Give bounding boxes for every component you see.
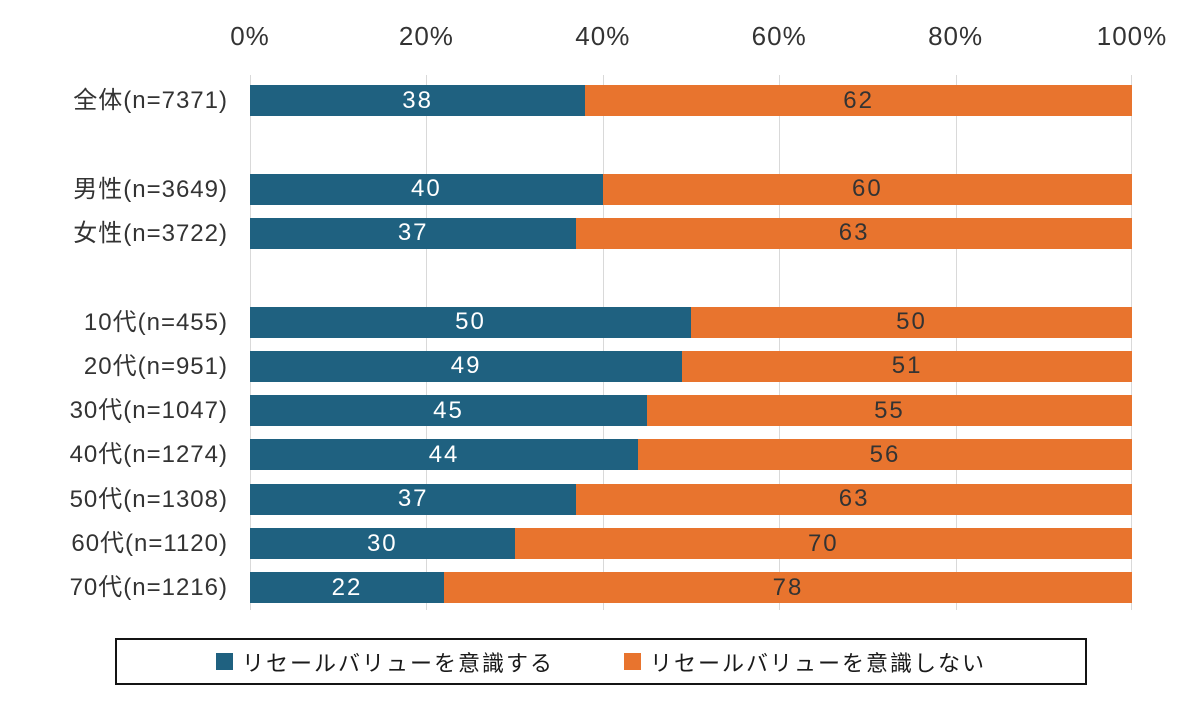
x-axis: 0% 20% 40% 60% 80% 100% xyxy=(230,16,1166,52)
legend-swatch-not-aware xyxy=(624,653,641,670)
value-label: 49 xyxy=(450,352,482,380)
bar-segment-not-aware: 63 xyxy=(576,217,1132,249)
bar-row: 49 51 xyxy=(250,350,1132,382)
bar-segment-aware: 50 xyxy=(250,306,691,338)
bar-segment-aware: 40 xyxy=(250,173,603,205)
bar-row: 44 56 xyxy=(250,439,1132,471)
category-label: 男性(n=3649) xyxy=(73,175,228,203)
value-label: 78 xyxy=(772,573,804,601)
category-label: 20代(n=951) xyxy=(83,352,228,380)
value-label: 55 xyxy=(874,396,905,424)
gridline xyxy=(955,75,957,610)
legend-label-aware: リセールバリューを意識する xyxy=(241,650,554,676)
value-label: 45 xyxy=(433,396,464,424)
value-label: 22 xyxy=(331,573,363,601)
x-axis-tick: 60% xyxy=(751,21,807,51)
x-axis-tick: 20% xyxy=(398,21,454,51)
category-label: 女性(n=3722) xyxy=(73,219,228,247)
bar-segment-not-aware: 63 xyxy=(576,483,1132,515)
bar-segment-not-aware: 56 xyxy=(638,439,1132,471)
bar-segment-aware: 30 xyxy=(250,528,515,559)
category-label: 60代(n=1120) xyxy=(71,530,228,557)
x-axis-tick: 0% xyxy=(230,21,270,51)
category-label: 10代(n=455) xyxy=(83,308,228,336)
value-label: 63 xyxy=(838,219,870,247)
plot-area: 38 62 40 60 37 63 50 50 49 51 45 55 44 56 37 63 30 70 22 78 xyxy=(250,75,1132,610)
x-axis-tick: 100% xyxy=(1096,21,1168,51)
bar-segment-aware: 37 xyxy=(250,217,577,249)
bar-row: 37 63 xyxy=(250,483,1132,515)
value-label: 50 xyxy=(455,308,486,335)
bar-row: 50 50 xyxy=(250,306,1132,338)
bar-segment-not-aware: 50 xyxy=(691,306,1132,338)
legend: リセールバリューを意識する リセールバリューを意識しない xyxy=(115,638,1087,685)
legend-item-not-aware: リセールバリューを意識しない xyxy=(624,646,986,678)
bar-segment-not-aware: 55 xyxy=(646,395,1132,427)
bar-segment-aware: 44 xyxy=(250,439,639,471)
category-labels: 全体(n=7371) 男性(n=3649) 女性(n=3722) 10代(n=455)… xyxy=(0,75,228,610)
value-label: 63 xyxy=(838,485,870,513)
gridline xyxy=(426,75,428,610)
value-label: 62 xyxy=(843,86,874,114)
bar-segment-aware: 45 xyxy=(250,395,647,427)
category-label: 70代(n=1216) xyxy=(69,574,228,602)
value-label: 50 xyxy=(896,308,927,335)
bar-row: 30 70 xyxy=(250,528,1132,559)
bar-segment-aware: 37 xyxy=(250,483,577,515)
value-label: 44 xyxy=(428,440,460,468)
bar-row: 40 60 xyxy=(250,173,1132,205)
gridline xyxy=(250,75,251,610)
value-label: 40 xyxy=(411,175,442,203)
value-label: 30 xyxy=(366,529,398,557)
bar-segment-not-aware: 60 xyxy=(602,173,1132,205)
bar-segment-aware: 38 xyxy=(250,85,586,116)
gridline xyxy=(602,75,604,610)
gridline xyxy=(779,75,781,610)
bar-segment-not-aware: 51 xyxy=(682,350,1132,382)
value-label: 56 xyxy=(869,440,901,468)
category-label: 40代(n=1274) xyxy=(69,441,228,469)
x-axis-tick: 80% xyxy=(928,21,984,51)
bar-row: 38 62 xyxy=(250,85,1132,116)
bar-row: 45 55 xyxy=(250,395,1132,427)
bar-segment-not-aware: 62 xyxy=(585,85,1132,116)
legend-label-not-aware: リセールバリューを意識しない xyxy=(650,650,987,676)
value-label: 70 xyxy=(807,529,839,557)
x-axis-tick: 40% xyxy=(575,21,631,51)
gridline xyxy=(1131,75,1132,610)
value-label: 38 xyxy=(402,86,433,114)
value-label: 37 xyxy=(397,219,429,247)
value-label: 60 xyxy=(852,175,883,203)
bar-segment-aware: 22 xyxy=(250,572,445,604)
legend-swatch-aware xyxy=(215,653,233,670)
value-label: 37 xyxy=(397,485,429,513)
bar-row: 37 63 xyxy=(250,217,1132,249)
category-label: 全体(n=7371) xyxy=(73,87,228,114)
value-label: 51 xyxy=(891,352,923,380)
bar-segment-not-aware: 78 xyxy=(444,572,1132,604)
category-label: 50代(n=1308) xyxy=(69,485,228,513)
bar-row: 22 78 xyxy=(250,572,1132,604)
bar-segment-aware: 49 xyxy=(250,350,683,382)
bar-segment-not-aware: 70 xyxy=(514,528,1132,559)
legend-item-aware: リセールバリューを意識する xyxy=(215,646,554,678)
category-label: 30代(n=1047) xyxy=(69,397,228,425)
